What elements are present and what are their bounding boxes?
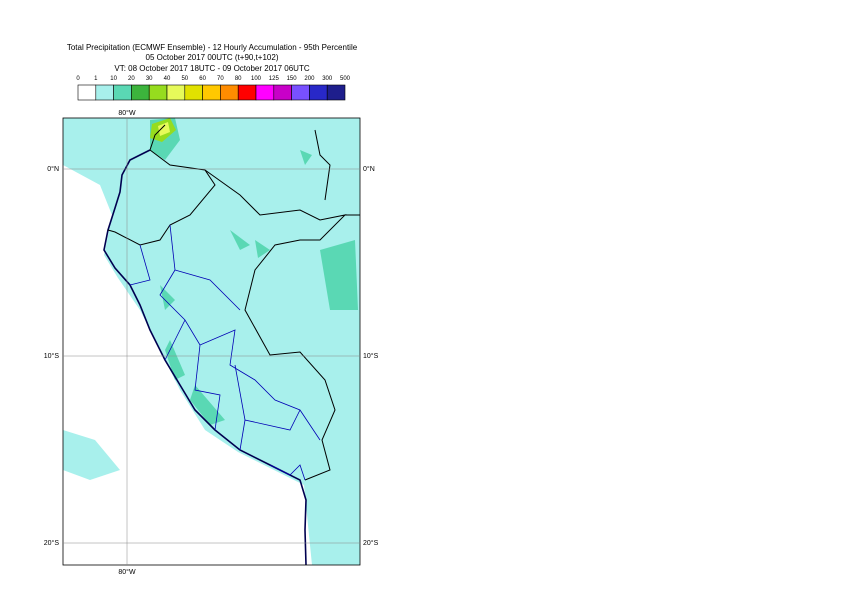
legend-label: 60 <box>199 76 206 82</box>
legend-swatch <box>202 84 221 101</box>
legend-label: 50 <box>181 76 188 82</box>
legend-label: 0 <box>76 76 80 82</box>
legend-label: 80 <box>235 76 242 82</box>
legend-swatch <box>291 84 310 101</box>
legend-swatch <box>131 84 150 101</box>
legend-swatch <box>148 84 168 101</box>
legend-swatch <box>166 84 186 101</box>
subtitle: 05 October 2017 00UTC (t+90,t+102) <box>146 53 279 62</box>
valid-time: VT: 08 October 2017 18UTC - 09 October 2… <box>114 64 309 73</box>
legend-label: 500 <box>340 76 351 82</box>
legend-label: 1 <box>94 76 98 82</box>
legend-swatch <box>309 84 328 101</box>
legend-swatch <box>95 84 114 101</box>
lat-label: 20°S <box>44 539 60 547</box>
legend-label: 125 <box>269 76 280 82</box>
legend-label: 100 <box>251 76 262 82</box>
legend: 0 1 10 20 30 40 50 60 70 80 100 125 150 200 300 500 <box>76 76 351 101</box>
legend-swatch <box>326 84 346 101</box>
legend-label: 10 <box>110 76 117 82</box>
legend-label: 40 <box>164 76 171 82</box>
lat-label: 0°N <box>363 165 375 173</box>
legend-label: 200 <box>304 76 315 82</box>
legend-swatch <box>77 84 97 101</box>
legend-swatch <box>273 84 292 101</box>
legend-swatch <box>113 84 132 101</box>
legend-swatch <box>220 84 239 101</box>
lon-label: 80°W <box>118 109 136 117</box>
legend-label: 300 <box>322 76 333 82</box>
lat-label: 10°S <box>44 352 60 360</box>
title: Total Precipitation (ECMWF Ensemble) - 1… <box>67 43 358 52</box>
legend-swatch <box>255 84 275 101</box>
legend-swatch <box>237 84 257 101</box>
map: 80°W 80°W 0°N 10°S 20°S 0°N 10°S 20°S <box>44 109 379 576</box>
lat-label: 0°N <box>47 165 59 173</box>
legend-label: 20 <box>128 76 135 82</box>
legend-label: 30 <box>146 76 153 82</box>
legend-swatch <box>184 84 203 101</box>
lat-label: 20°S <box>363 539 379 547</box>
legend-label: 150 <box>287 76 298 82</box>
lat-label: 10°S <box>363 352 379 360</box>
lon-label: 80°W <box>118 568 136 576</box>
legend-label: 70 <box>217 76 224 82</box>
